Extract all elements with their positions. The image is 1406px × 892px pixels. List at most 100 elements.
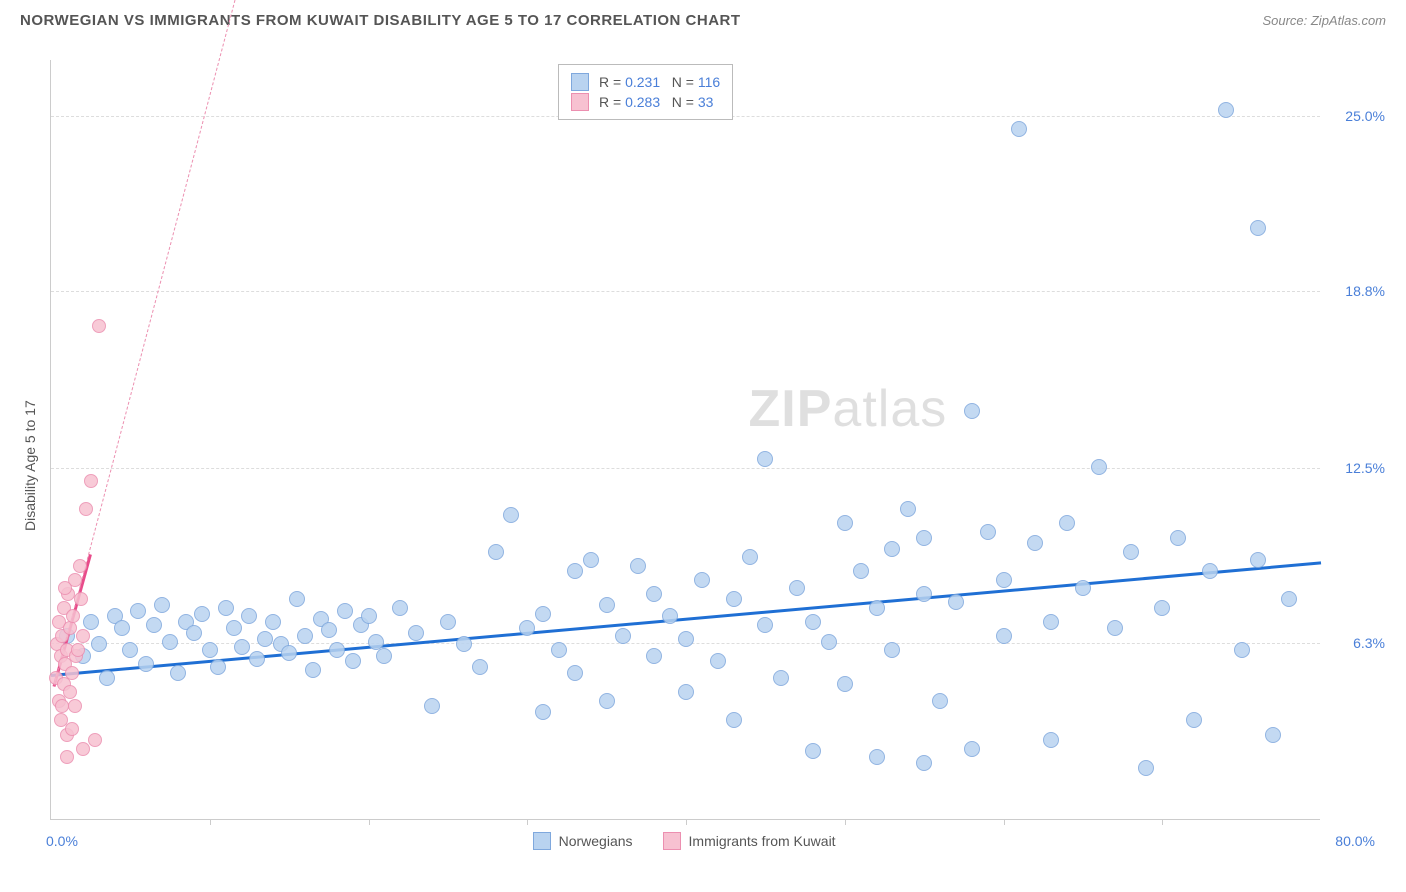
data-point (1281, 591, 1297, 607)
data-point (92, 319, 106, 333)
data-point (789, 580, 805, 596)
legend-label: Norwegians (559, 833, 633, 849)
legend-row: R = 0.231 N = 116 (571, 73, 720, 91)
data-point (837, 676, 853, 692)
data-point (1154, 600, 1170, 616)
data-point (996, 628, 1012, 644)
data-point (1107, 620, 1123, 636)
chart-title: NORWEGIAN VS IMMIGRANTS FROM KUWAIT DISA… (20, 12, 741, 29)
data-point (146, 617, 162, 633)
data-point (1075, 580, 1091, 596)
data-point (122, 642, 138, 658)
data-point (742, 549, 758, 565)
data-point (66, 609, 80, 623)
data-point (281, 645, 297, 661)
data-point (1265, 727, 1281, 743)
data-point (869, 749, 885, 765)
data-point (88, 733, 102, 747)
data-point (1138, 760, 1154, 776)
data-point (249, 651, 265, 667)
data-point (694, 572, 710, 588)
data-point (821, 634, 837, 650)
data-point (662, 608, 678, 624)
data-point (257, 631, 273, 647)
data-point (84, 474, 98, 488)
data-point (1250, 552, 1266, 568)
data-point (210, 659, 226, 675)
data-point (615, 628, 631, 644)
data-point (63, 685, 77, 699)
data-point (68, 699, 82, 713)
data-point (726, 591, 742, 607)
legend-label: Immigrants from Kuwait (689, 833, 836, 849)
data-point (964, 403, 980, 419)
x-tickmark (845, 819, 846, 825)
data-point (305, 662, 321, 678)
data-point (646, 648, 662, 664)
x-min-label: 0.0% (46, 833, 78, 849)
data-point (710, 653, 726, 669)
data-point (519, 620, 535, 636)
y-tick-label: 18.8% (1345, 283, 1385, 299)
data-point (630, 558, 646, 574)
data-point (869, 600, 885, 616)
data-point (58, 581, 72, 595)
data-point (202, 642, 218, 658)
data-point (337, 603, 353, 619)
x-tickmark (210, 819, 211, 825)
data-point (916, 755, 932, 771)
data-point (916, 586, 932, 602)
x-tickmark (1004, 819, 1005, 825)
data-point (60, 750, 74, 764)
data-point (948, 594, 964, 610)
data-point (1218, 102, 1234, 118)
data-point (964, 741, 980, 757)
legend-stats: R = 0.283 N = 33 (599, 94, 713, 110)
data-point (321, 622, 337, 638)
data-point (1027, 535, 1043, 551)
data-point (1091, 459, 1107, 475)
legend-swatch (533, 832, 551, 850)
data-point (83, 614, 99, 630)
data-point (424, 698, 440, 714)
data-point (853, 563, 869, 579)
data-point (289, 591, 305, 607)
data-point (114, 620, 130, 636)
data-point (551, 642, 567, 658)
data-point (472, 659, 488, 675)
data-point (79, 502, 93, 516)
legend-row: R = 0.283 N = 33 (571, 93, 720, 111)
legend-item: Norwegians (533, 832, 633, 850)
data-point (74, 592, 88, 606)
data-point (55, 699, 69, 713)
legend-swatch (663, 832, 681, 850)
data-point (73, 559, 87, 573)
data-point (1011, 121, 1027, 137)
data-point (91, 636, 107, 652)
data-point (884, 642, 900, 658)
data-point (65, 722, 79, 736)
data-point (805, 743, 821, 759)
data-point (376, 648, 392, 664)
data-point (805, 614, 821, 630)
gridline (51, 291, 1320, 292)
data-point (408, 625, 424, 641)
data-point (1234, 642, 1250, 658)
data-point (916, 530, 932, 546)
data-point (130, 603, 146, 619)
legend-swatch (571, 73, 589, 91)
data-point (456, 636, 472, 652)
data-point (218, 600, 234, 616)
data-point (361, 608, 377, 624)
data-point (76, 629, 90, 643)
data-point (265, 614, 281, 630)
data-point (1202, 563, 1218, 579)
data-point (488, 544, 504, 560)
data-point (757, 617, 773, 633)
data-point (599, 597, 615, 613)
data-point (503, 507, 519, 523)
data-point (1043, 732, 1059, 748)
y-tick-label: 6.3% (1353, 635, 1385, 651)
x-tickmark (527, 819, 528, 825)
data-point (837, 515, 853, 531)
